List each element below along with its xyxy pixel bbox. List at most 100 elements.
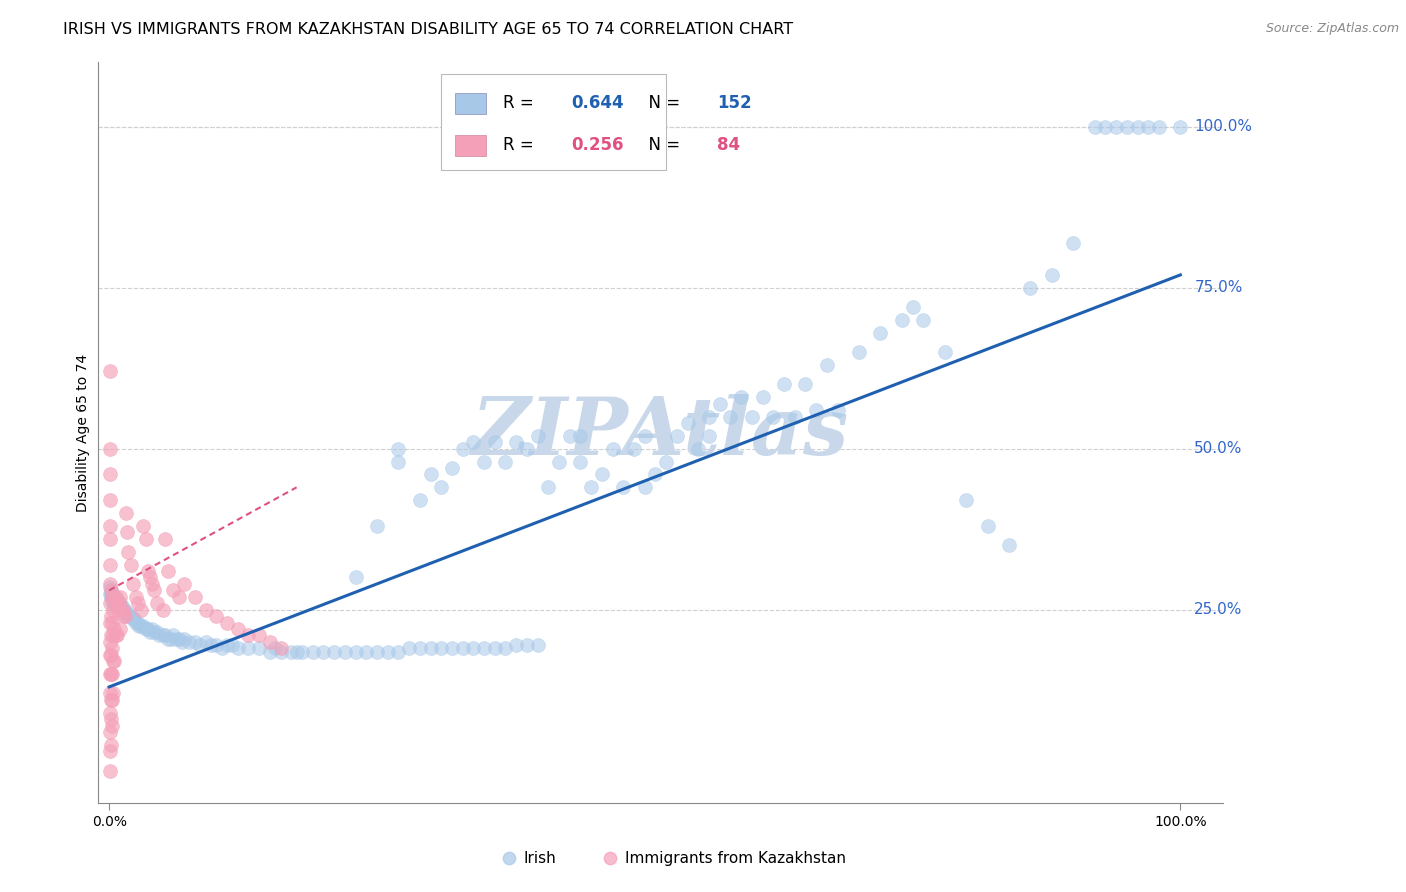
Point [148, 628, 170, 642]
Point [591, 467, 613, 482]
Point [676, 416, 699, 430]
Point [112, 602, 135, 616]
Point [526, 638, 548, 652]
Point [430, 641, 453, 656]
Point [387, 454, 409, 468]
Point [139, 570, 162, 584]
Point [1137, 120, 1160, 134]
Point [100, 609, 122, 624]
Point [107, 599, 129, 614]
Point [162, 583, 184, 598]
Point [120, 609, 142, 624]
Point [162, 628, 184, 642]
Text: 152: 152 [717, 95, 752, 112]
Point [101, 615, 124, 630]
Point [139, 625, 162, 640]
Text: IRISH VS IMMIGRANTS FROM KAZAKHSTAN DISABILITY AGE 65 TO 74 CORRELATION CHART: IRISH VS IMMIGRANTS FROM KAZAKHSTAN DISA… [63, 22, 793, 37]
Text: 25.0%: 25.0% [1194, 602, 1243, 617]
Point [333, 644, 356, 658]
Point [585, 812, 607, 826]
Point [1040, 268, 1063, 282]
Point [98, 725, 121, 739]
Point [135, 532, 157, 546]
Point [153, 628, 176, 642]
Point [323, 644, 346, 658]
Point [129, 619, 152, 633]
FancyBboxPatch shape [441, 73, 666, 169]
Point [100, 583, 122, 598]
Point [205, 609, 228, 624]
Point [634, 429, 657, 443]
Point [98, 519, 121, 533]
Point [141, 577, 163, 591]
Point [472, 454, 495, 468]
Point [354, 644, 377, 658]
Point [103, 590, 125, 604]
Point [184, 590, 207, 604]
Point [215, 638, 238, 652]
Point [107, 602, 129, 616]
Point [976, 519, 998, 533]
Bar [456, 93, 486, 113]
Point [128, 619, 150, 633]
Text: ZIPAtlas: ZIPAtlas [472, 394, 849, 471]
Point [105, 599, 128, 614]
Point [1147, 120, 1170, 134]
Point [101, 718, 124, 732]
Point [127, 596, 149, 610]
Point [548, 454, 571, 468]
Point [934, 345, 956, 359]
Point [98, 615, 121, 630]
Point [103, 590, 125, 604]
Point [226, 622, 249, 636]
Point [117, 545, 139, 559]
Point [173, 632, 195, 646]
Point [104, 596, 127, 610]
Point [430, 480, 453, 494]
Point [108, 590, 131, 604]
Point [132, 619, 155, 633]
Text: 84: 84 [717, 136, 740, 154]
Point [188, 638, 211, 652]
Point [107, 596, 129, 610]
Text: 75.0%: 75.0% [1194, 280, 1243, 295]
Point [141, 622, 163, 636]
Point [901, 300, 924, 314]
Point [143, 583, 166, 598]
Point [912, 313, 935, 327]
Point [98, 764, 121, 778]
Point [146, 596, 169, 610]
Point [111, 602, 134, 616]
Point [291, 644, 314, 658]
Text: N =: N = [638, 136, 686, 154]
Point [688, 442, 710, 456]
Point [200, 638, 222, 652]
Text: Source: ZipAtlas.com: Source: ZipAtlas.com [1265, 22, 1399, 36]
Point [100, 738, 122, 752]
Point [247, 641, 270, 656]
Point [103, 596, 125, 610]
Point [117, 609, 139, 624]
Point [98, 577, 121, 591]
Point [484, 641, 506, 656]
Point [215, 615, 238, 630]
Point [270, 644, 292, 658]
Point [463, 435, 485, 450]
Point [644, 467, 666, 482]
Point [101, 641, 124, 656]
Point [741, 409, 763, 424]
Point [804, 403, 827, 417]
Point [1094, 120, 1116, 134]
Point [112, 606, 135, 620]
Point [103, 654, 125, 668]
Point [634, 480, 657, 494]
Point [344, 644, 367, 658]
Point [98, 744, 121, 758]
Point [1105, 120, 1128, 134]
Point [451, 442, 474, 456]
Point [98, 467, 121, 482]
Point [100, 693, 122, 707]
Point [1126, 120, 1149, 134]
Point [205, 638, 228, 652]
Point [157, 564, 180, 578]
